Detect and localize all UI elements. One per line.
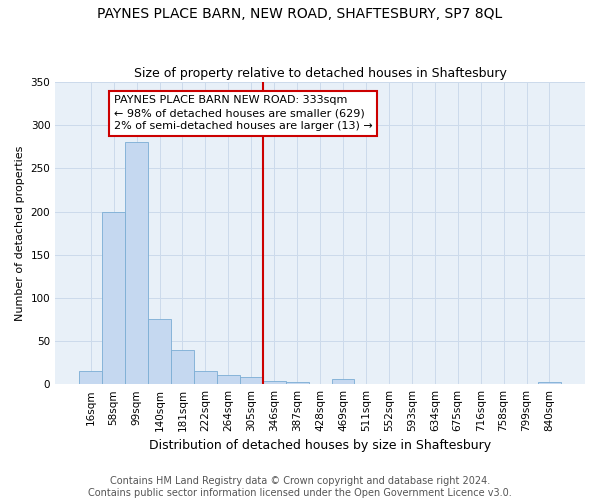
Bar: [217, 374, 240, 384]
Bar: [263, 380, 286, 384]
Title: Size of property relative to detached houses in Shaftesbury: Size of property relative to detached ho…: [134, 66, 506, 80]
X-axis label: Distribution of detached houses by size in Shaftesbury: Distribution of detached houses by size …: [149, 440, 491, 452]
Bar: [538, 382, 561, 384]
Bar: [102, 212, 125, 384]
Text: Contains HM Land Registry data © Crown copyright and database right 2024.
Contai: Contains HM Land Registry data © Crown c…: [88, 476, 512, 498]
Bar: [194, 371, 217, 384]
Bar: [332, 379, 355, 384]
Text: PAYNES PLACE BARN NEW ROAD: 333sqm
← 98% of detached houses are smaller (629)
2%: PAYNES PLACE BARN NEW ROAD: 333sqm ← 98%…: [113, 95, 373, 132]
Bar: [240, 378, 263, 384]
Y-axis label: Number of detached properties: Number of detached properties: [15, 146, 25, 321]
Bar: [125, 142, 148, 384]
Text: PAYNES PLACE BARN, NEW ROAD, SHAFTESBURY, SP7 8QL: PAYNES PLACE BARN, NEW ROAD, SHAFTESBURY…: [97, 8, 503, 22]
Bar: [286, 382, 308, 384]
Bar: [171, 350, 194, 384]
Bar: [148, 320, 171, 384]
Bar: [79, 371, 102, 384]
